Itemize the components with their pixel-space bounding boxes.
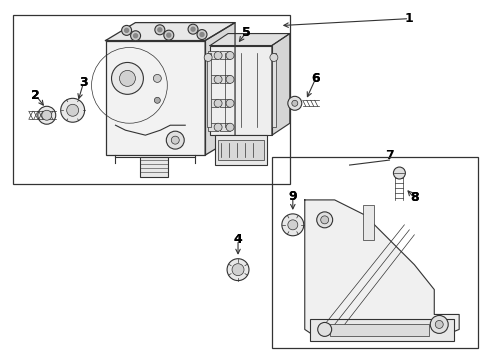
Circle shape	[232, 264, 244, 276]
Circle shape	[287, 220, 297, 230]
Text: 5: 5	[241, 26, 250, 39]
Bar	[220, 75, 229, 84]
Circle shape	[66, 104, 79, 116]
Text: 3: 3	[79, 76, 88, 89]
Polygon shape	[304, 200, 458, 339]
Text: 6: 6	[311, 72, 319, 85]
Bar	[208, 75, 218, 84]
Circle shape	[200, 32, 203, 37]
Circle shape	[122, 26, 131, 35]
Circle shape	[158, 28, 162, 32]
Circle shape	[191, 27, 195, 31]
Circle shape	[225, 75, 234, 84]
Bar	[207, 54, 211, 127]
Bar	[309, 319, 453, 341]
Circle shape	[133, 34, 137, 38]
Circle shape	[61, 98, 84, 122]
Circle shape	[226, 259, 248, 280]
Polygon shape	[205, 23, 235, 155]
Circle shape	[434, 320, 442, 328]
Circle shape	[320, 216, 328, 224]
Bar	[271, 54, 275, 127]
Circle shape	[203, 54, 212, 62]
Text: 9: 9	[288, 190, 297, 203]
Circle shape	[188, 24, 198, 34]
Circle shape	[214, 75, 222, 84]
Circle shape	[154, 97, 160, 103]
Bar	[140, 157, 168, 177]
Circle shape	[197, 30, 206, 40]
Circle shape	[214, 99, 222, 107]
Circle shape	[429, 315, 447, 333]
Circle shape	[166, 33, 170, 37]
Circle shape	[41, 110, 52, 120]
Circle shape	[393, 167, 405, 179]
Bar	[210, 45, 271, 135]
Circle shape	[111, 62, 143, 94]
Circle shape	[214, 123, 222, 131]
Circle shape	[171, 136, 179, 144]
Circle shape	[225, 51, 234, 59]
Bar	[220, 51, 229, 59]
Text: 1: 1	[404, 12, 413, 25]
Text: 2: 2	[31, 89, 40, 102]
Text: 8: 8	[409, 192, 418, 204]
Circle shape	[119, 71, 135, 86]
Polygon shape	[271, 33, 289, 135]
Bar	[208, 123, 218, 131]
Polygon shape	[105, 23, 235, 41]
Circle shape	[153, 75, 161, 82]
Circle shape	[291, 100, 297, 106]
Bar	[105, 41, 205, 155]
Polygon shape	[210, 33, 289, 45]
Circle shape	[130, 31, 140, 41]
Circle shape	[124, 28, 128, 32]
Text: 2: 2	[31, 89, 40, 102]
Text: 6: 6	[311, 72, 319, 85]
Bar	[218, 140, 264, 160]
Circle shape	[316, 212, 332, 228]
Circle shape	[287, 96, 301, 110]
Bar	[215, 135, 266, 165]
Circle shape	[225, 123, 234, 131]
Circle shape	[214, 51, 222, 59]
Text: 4: 4	[233, 233, 242, 246]
Circle shape	[155, 25, 164, 35]
Bar	[208, 99, 218, 107]
Text: 4: 4	[233, 233, 242, 246]
Bar	[13, 15, 289, 184]
Text: 3: 3	[79, 76, 88, 89]
Bar	[271, 157, 477, 348]
Text: 8: 8	[409, 192, 418, 204]
Text: 7: 7	[384, 149, 393, 162]
Circle shape	[166, 131, 184, 149]
Circle shape	[317, 323, 331, 336]
Bar	[208, 51, 218, 59]
Circle shape	[281, 214, 303, 236]
Circle shape	[269, 54, 277, 62]
Circle shape	[225, 99, 234, 107]
Bar	[220, 99, 229, 107]
Circle shape	[163, 30, 173, 40]
Bar	[362, 205, 374, 240]
Circle shape	[38, 106, 56, 124]
Bar	[220, 123, 229, 131]
Text: 5: 5	[241, 26, 250, 39]
Text: 9: 9	[288, 190, 297, 203]
Bar	[329, 324, 428, 336]
